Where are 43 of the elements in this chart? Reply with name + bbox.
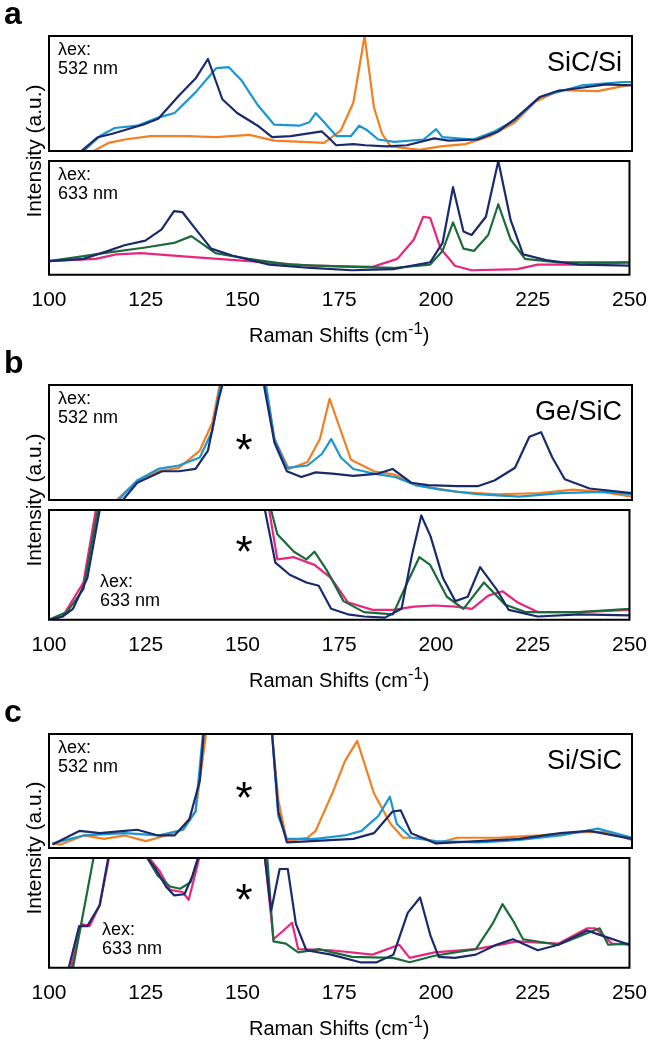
annotation: SiC/Si <box>546 47 622 77</box>
x-tick-label: 125 <box>128 287 164 311</box>
annotation: Ge/SiC <box>534 396 622 426</box>
annotation: λex: 633 nm <box>102 919 163 958</box>
x-tick-label: 175 <box>321 287 357 311</box>
annotation: Si/SiC <box>546 745 622 775</box>
annotation: * <box>235 773 253 823</box>
x-axis-title: Raman Shifts (cm$^{-1}$) <box>248 319 431 346</box>
annotation: λex: 532 nm <box>58 737 119 776</box>
x-tick-label: 225 <box>515 980 551 1004</box>
annotation: λex: 532 nm <box>58 39 119 78</box>
x-tick-label: 200 <box>418 287 454 311</box>
x-tick-label: 100 <box>31 632 67 656</box>
x-tick-label: 225 <box>515 287 551 311</box>
x-tick-label: 100 <box>31 980 67 1004</box>
x-tick-label: 175 <box>321 980 357 1004</box>
x-tick-label: 200 <box>418 980 454 1004</box>
x-tick-label: 225 <box>515 632 551 656</box>
annotation: * <box>235 527 253 577</box>
x-tick-label: 150 <box>224 632 261 656</box>
chart-title: b <box>4 344 24 380</box>
annotation: λex: 633 nm <box>58 164 119 203</box>
annotation: λex: 532 nm <box>58 388 119 427</box>
annotation: * <box>235 875 253 925</box>
y-axis-title: Intensity (a.u.) <box>21 83 46 220</box>
chart-title: a <box>4 0 22 31</box>
x-tick-label: 125 <box>128 980 164 1004</box>
x-tick-label: 150 <box>224 980 261 1004</box>
x-tick-label: 200 <box>418 632 454 656</box>
x-tick-label: 125 <box>128 632 164 656</box>
chart-title: c <box>4 693 22 729</box>
x-tick-label: 175 <box>321 632 357 656</box>
x-tick-label: 250 <box>611 632 647 656</box>
y-axis-title: Intensity (a.u.) <box>21 432 46 569</box>
annotation: λex: 633 nm <box>100 571 161 610</box>
x-axis-title: Raman Shifts (cm$^{-1}$) <box>248 1012 431 1039</box>
y-axis-title: Intensity (a.u.) <box>21 780 46 917</box>
annotation: * <box>235 425 253 475</box>
x-tick-label: 100 <box>31 287 67 311</box>
x-tick-label: 250 <box>611 287 647 311</box>
x-axis-title: Raman Shifts (cm$^{-1}$) <box>248 664 431 691</box>
x-tick-label: 150 <box>224 287 261 311</box>
x-tick-label: 250 <box>611 980 647 1004</box>
